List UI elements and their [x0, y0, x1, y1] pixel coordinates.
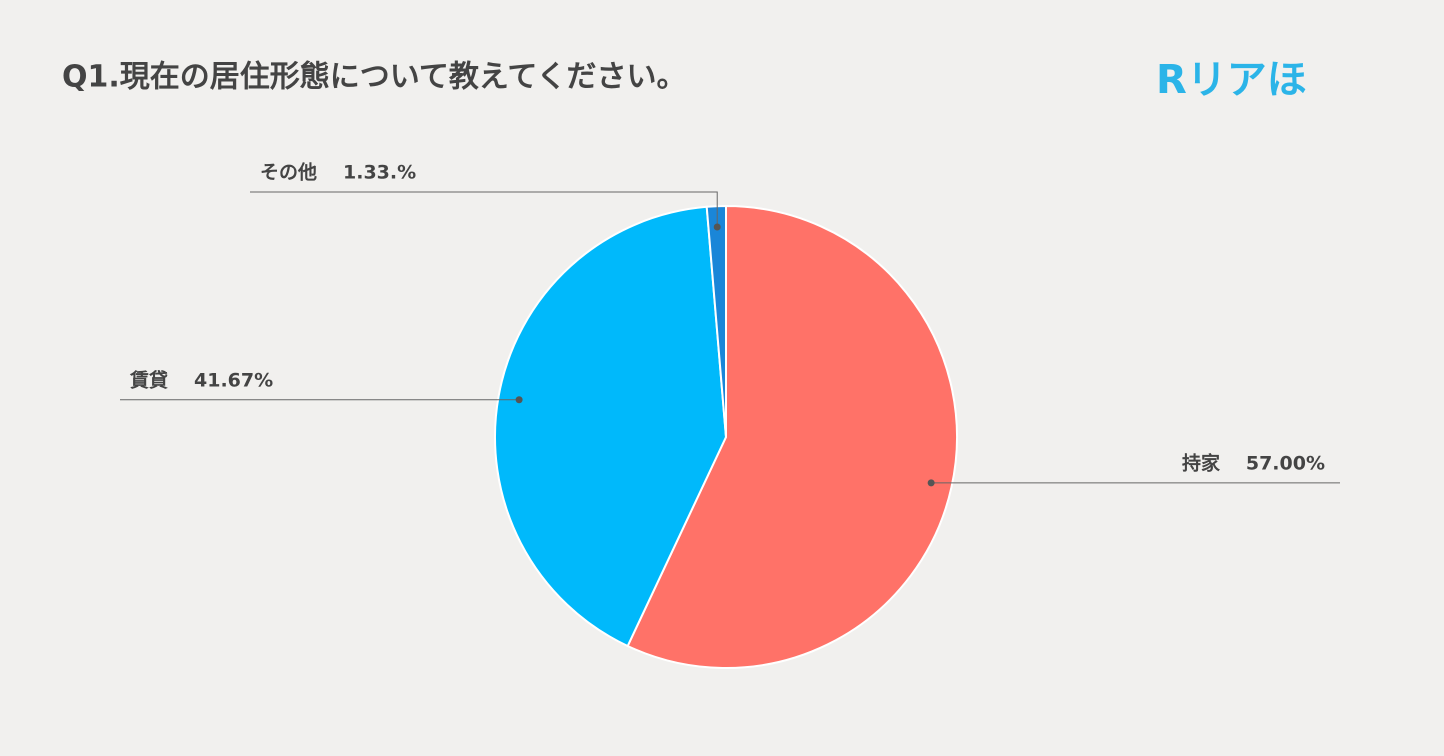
value-label: 57.00% [1246, 452, 1325, 474]
pie-slice [494, 205, 728, 648]
value-label: 41.67% [194, 369, 273, 391]
chart-title: Q1.現在の居住形態について教えてください。 [62, 60, 686, 95]
category-label: 持家 [1182, 451, 1221, 474]
value-label: 1.33.% [343, 162, 416, 184]
leader-dot [713, 223, 721, 231]
leader-line [250, 191, 718, 227]
leader-dot [927, 479, 935, 487]
logo: Rリアほ [1156, 57, 1307, 103]
pie-slice [626, 204, 958, 669]
leader-dot [515, 396, 523, 404]
category-label: その他 [260, 161, 317, 184]
pie-slice [705, 204, 727, 438]
category-label: 賃貸 [129, 368, 168, 391]
